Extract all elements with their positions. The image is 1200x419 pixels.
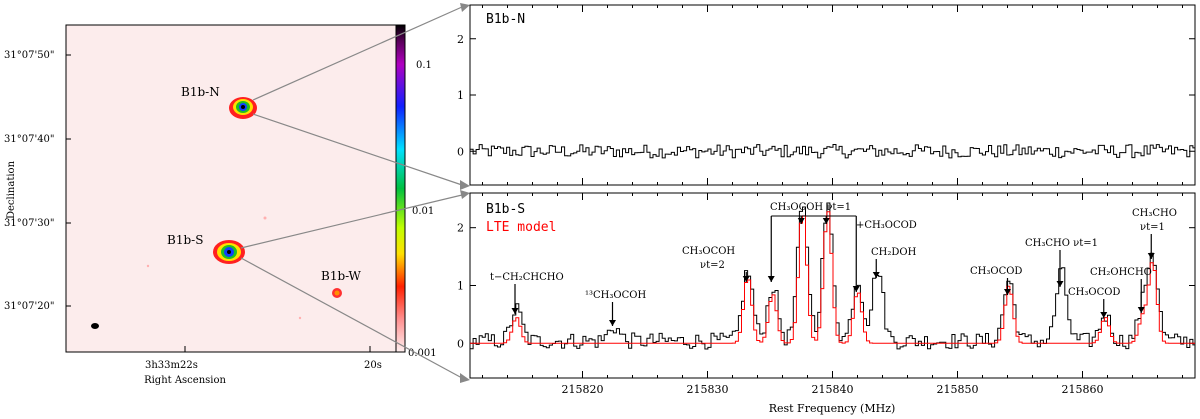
map-x-label: Right Ascension bbox=[144, 375, 226, 386]
y-tick-label: 31°07'20" bbox=[4, 301, 55, 312]
series-lte-model bbox=[470, 211, 1195, 344]
x-tick-label: 215850 bbox=[937, 383, 979, 396]
source-b1b-s bbox=[213, 240, 245, 264]
x-tick-label: 215820 bbox=[562, 383, 604, 396]
legend-lte-model: LTE model bbox=[486, 220, 556, 235]
annotation-label: +CH₃OCOD bbox=[856, 220, 917, 231]
map-y-label: Declination bbox=[6, 160, 17, 219]
y-tick-label: 1 bbox=[457, 89, 464, 102]
colorbar-tick-label: 0.01 bbox=[412, 206, 434, 217]
annotation-label: CH₃CHO νt=1 bbox=[1025, 238, 1098, 249]
beam-ellipse bbox=[91, 323, 99, 329]
x-tick-label: 215840 bbox=[812, 383, 854, 396]
y-tick-label: 1 bbox=[457, 280, 464, 293]
y-tick-label: 2 bbox=[457, 33, 464, 46]
source-label: B1b-N bbox=[181, 85, 220, 99]
x-tick-label: 20s bbox=[364, 360, 382, 371]
y-tick-label: 0 bbox=[457, 145, 464, 158]
colorbar bbox=[395, 24, 406, 353]
x-tick-label: 215860 bbox=[1062, 383, 1104, 396]
y-tick-label: 2 bbox=[457, 222, 464, 235]
x-tick-label: 215830 bbox=[687, 383, 729, 396]
annotation-label: νt=1 bbox=[1140, 222, 1165, 233]
line-annotations: t−CH₂CHCHO ¹³CH₃OCOH CH₃OCOH νt=2 CH₃OCOH νt… bbox=[490, 202, 1177, 326]
annotation-label: CH₃OCOD bbox=[970, 266, 1022, 277]
series-b1b-n bbox=[470, 144, 1195, 159]
colorbar-tick-label: 0.001 bbox=[408, 348, 437, 359]
annotation-label: ¹³CH₃OCOH bbox=[585, 290, 646, 301]
x-axis-label: Rest Frequency (MHz) bbox=[769, 402, 896, 415]
source-b1b-w bbox=[332, 288, 342, 298]
source-b1b-n bbox=[229, 97, 257, 119]
y-tick-label: 31°07'30" bbox=[4, 218, 55, 229]
x-tick-label: 3h33m22s bbox=[145, 360, 198, 371]
y-tick-label: 31°07'40" bbox=[4, 134, 55, 145]
y-tick-label: 31°07'50" bbox=[4, 50, 55, 61]
y-tick-label: 0 bbox=[457, 337, 464, 350]
colorbar-tick-label: 0.1 bbox=[416, 60, 432, 71]
source-label: B1b-W bbox=[321, 269, 362, 283]
colorbar-gradient bbox=[395, 24, 406, 353]
annotation-label: CH₃CHO bbox=[1132, 208, 1177, 219]
map-frame bbox=[65, 24, 397, 353]
panel-title: B1b-N bbox=[486, 12, 525, 27]
annotation-label: CH₂OHCHO bbox=[1090, 267, 1152, 278]
annotation-label: CH₂DOH bbox=[871, 247, 917, 258]
annotation-label: νt=2 bbox=[700, 260, 725, 271]
source-label: B1b-S bbox=[167, 233, 203, 247]
connector-lines bbox=[240, 6, 463, 379]
annotation-label: CH₃OCOH νt=1 bbox=[770, 202, 851, 213]
spectrum-panel-b1b-s: B1b-S LTE model 0 1 2 215820 215830 215840 215… bbox=[457, 192, 1196, 396]
panel-frame bbox=[469, 4, 1196, 186]
annotation-label: CH₃OCOD bbox=[1068, 287, 1120, 298]
map-panel: 0.1 0.01 0.001 31°07'50" 31°07'40" 31°07… bbox=[4, 3, 470, 386]
panel-title: B1b-S bbox=[486, 202, 525, 217]
annotation-label: t−CH₂CHCHO bbox=[490, 272, 564, 283]
spectrum-panel-b1b-n: B1b-N 0 1 2 bbox=[457, 4, 1196, 186]
annotation-label: CH₃OCOH bbox=[682, 246, 735, 257]
